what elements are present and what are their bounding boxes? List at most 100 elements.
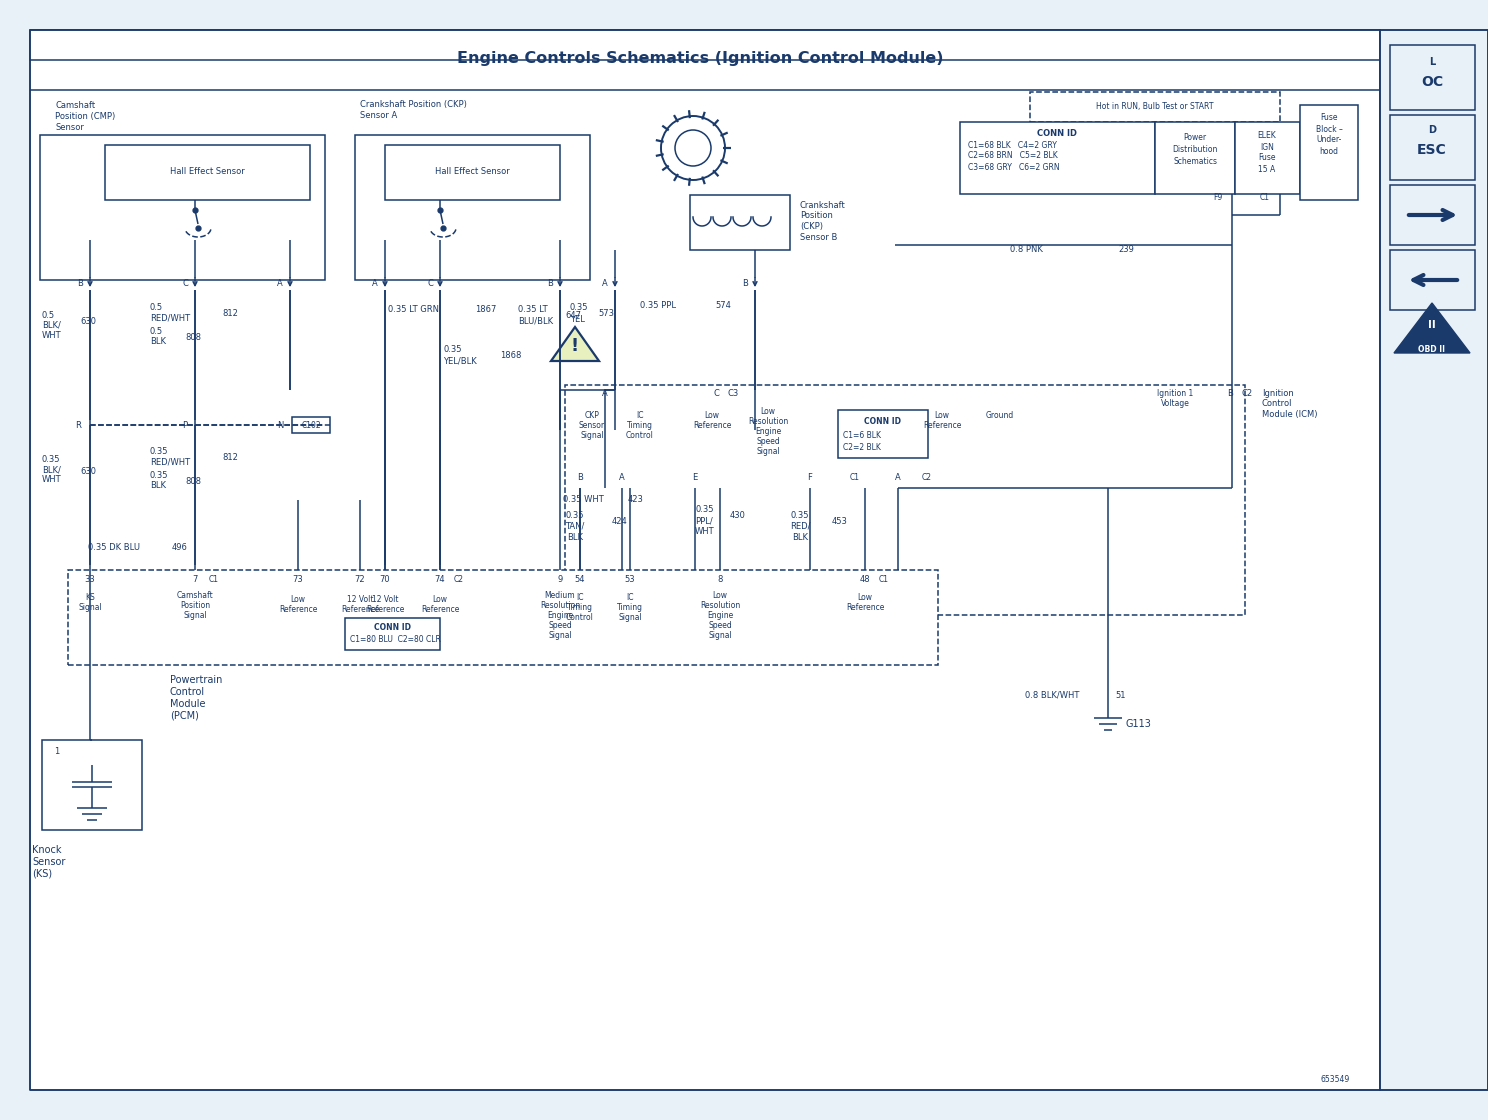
Text: 0.35: 0.35: [790, 511, 809, 520]
Text: (CKP): (CKP): [801, 223, 823, 232]
Text: Signal: Signal: [618, 614, 641, 623]
Bar: [1155, 122, 1235, 194]
Text: Signal: Signal: [548, 632, 571, 641]
Bar: [292, 417, 330, 433]
Text: P: P: [183, 420, 187, 429]
Text: Schematics: Schematics: [1173, 157, 1217, 166]
Text: Reference: Reference: [366, 606, 405, 615]
Text: Signal: Signal: [79, 604, 101, 613]
Bar: [356, 136, 591, 280]
Text: 0.35 PPL: 0.35 PPL: [640, 300, 676, 309]
Text: IGN: IGN: [1260, 142, 1274, 151]
Text: 0.5: 0.5: [150, 304, 164, 312]
Text: BLK: BLK: [150, 336, 167, 345]
Text: 74: 74: [434, 576, 445, 585]
Text: YEL: YEL: [570, 315, 585, 324]
Text: 1868: 1868: [500, 351, 521, 360]
Text: Signal: Signal: [708, 632, 732, 641]
Text: 72: 72: [354, 576, 366, 585]
Text: 0.35: 0.35: [42, 456, 61, 465]
Text: C1: C1: [850, 474, 860, 483]
Text: Low: Low: [934, 411, 949, 420]
Polygon shape: [551, 327, 600, 361]
Text: Sensor B: Sensor B: [801, 233, 838, 243]
Text: C2: C2: [923, 474, 931, 483]
Bar: [42, 740, 141, 830]
Text: Speed: Speed: [708, 622, 732, 631]
Text: 0.35: 0.35: [565, 511, 585, 520]
Text: 0.35: 0.35: [150, 448, 168, 457]
Text: (PCM): (PCM): [170, 711, 199, 721]
Text: 424: 424: [612, 516, 628, 525]
Text: 1: 1: [54, 747, 60, 756]
Text: C1=80 BLU  C2=80 CLR: C1=80 BLU C2=80 CLR: [350, 635, 440, 644]
Text: Ignition: Ignition: [1262, 389, 1293, 398]
Text: Knock: Knock: [33, 844, 61, 855]
Bar: [1390, 45, 1475, 110]
Text: F9: F9: [1213, 194, 1223, 203]
Text: 9: 9: [558, 576, 562, 585]
Text: A: A: [603, 280, 609, 289]
Text: C1: C1: [208, 576, 219, 585]
Text: WHT: WHT: [42, 476, 61, 485]
Text: A: A: [896, 474, 900, 483]
Text: C102: C102: [301, 420, 321, 429]
Text: 0.35: 0.35: [443, 345, 461, 355]
Bar: [960, 122, 1155, 194]
Text: 70: 70: [379, 576, 390, 585]
Bar: [1235, 122, 1301, 194]
Polygon shape: [1394, 304, 1470, 353]
Text: Timing: Timing: [626, 420, 653, 429]
Text: D: D: [1428, 125, 1436, 136]
Text: 33: 33: [85, 576, 95, 585]
Text: Reference: Reference: [421, 606, 460, 615]
Text: C: C: [713, 389, 719, 398]
Text: Low: Low: [760, 408, 775, 417]
Bar: [838, 410, 929, 458]
Text: BLK: BLK: [792, 532, 808, 541]
Text: B: B: [577, 474, 583, 483]
Text: 812: 812: [222, 308, 238, 317]
Text: 12 Volt: 12 Volt: [347, 596, 373, 605]
Text: IC: IC: [576, 594, 583, 603]
Text: 0.35 LT GRN: 0.35 LT GRN: [388, 306, 439, 315]
Text: TAN/: TAN/: [565, 522, 585, 531]
Text: Camshaft: Camshaft: [55, 101, 95, 110]
Bar: [106, 144, 310, 200]
Text: 496: 496: [173, 543, 187, 552]
Text: Speed: Speed: [548, 622, 571, 631]
Text: 647: 647: [565, 310, 580, 319]
Text: C2: C2: [454, 576, 464, 585]
Text: RED/: RED/: [790, 522, 811, 531]
Text: (KS): (KS): [33, 869, 52, 879]
Text: ESC: ESC: [1417, 143, 1446, 157]
Text: Crankshaft Position (CKP): Crankshaft Position (CKP): [360, 101, 467, 110]
Text: 73: 73: [293, 576, 304, 585]
Text: Voltage: Voltage: [1161, 400, 1189, 409]
Text: Control: Control: [626, 430, 653, 439]
Text: 808: 808: [185, 476, 201, 485]
Text: WHT: WHT: [42, 330, 61, 339]
Text: C1=68 BLK   C4=2 GRY: C1=68 BLK C4=2 GRY: [969, 140, 1056, 149]
Text: Resolution: Resolution: [748, 418, 789, 427]
Text: Low: Low: [857, 594, 872, 603]
Text: Control: Control: [565, 614, 594, 623]
Text: 0.8 BLK/WHT: 0.8 BLK/WHT: [1025, 691, 1079, 700]
Text: G113: G113: [1126, 719, 1152, 729]
Text: 430: 430: [731, 512, 745, 521]
Text: Signal: Signal: [580, 430, 604, 439]
Text: BLK/: BLK/: [42, 320, 61, 329]
Text: 51: 51: [1115, 691, 1125, 700]
Text: Low: Low: [433, 596, 448, 605]
Text: Sensor: Sensor: [33, 857, 65, 867]
Text: CONN ID: CONN ID: [1037, 129, 1077, 138]
Text: Hall Effect Sensor: Hall Effect Sensor: [434, 168, 509, 177]
Text: Engine: Engine: [548, 612, 573, 620]
Text: C: C: [182, 280, 187, 289]
Text: 573: 573: [598, 308, 615, 317]
Text: OBD II: OBD II: [1418, 345, 1445, 355]
Text: Position: Position: [180, 601, 210, 610]
Text: 630: 630: [80, 467, 97, 476]
Text: 0.35 LT: 0.35 LT: [518, 306, 548, 315]
Text: C2: C2: [1242, 389, 1253, 398]
